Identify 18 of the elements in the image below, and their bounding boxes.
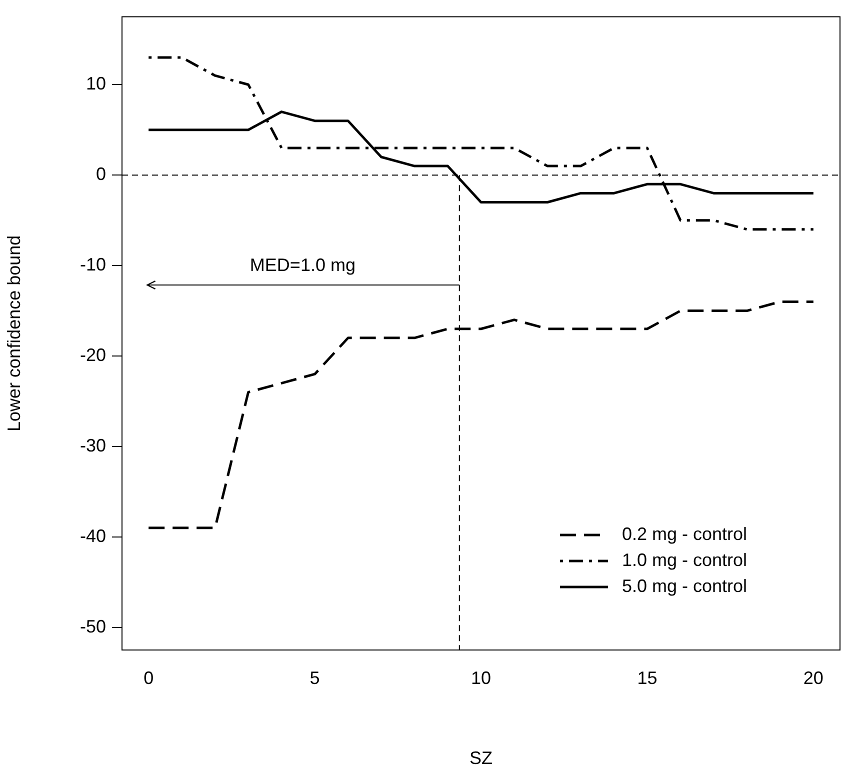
y-tick-label: -30	[80, 435, 106, 456]
x-tick-label: 15	[637, 668, 658, 688]
y-tick-label: -20	[80, 344, 106, 365]
x-tick-label: 0	[144, 668, 154, 688]
legend-label: 1.0 mg - control	[622, 550, 748, 570]
legend-label: 0.2 mg - control	[622, 524, 748, 544]
legend-label: 5.0 mg - control	[622, 576, 748, 596]
y-axis-title: Lower confidence bound	[4, 235, 24, 432]
y-tick-label: -10	[80, 254, 106, 275]
y-tick-label: 10	[86, 74, 106, 94]
x-tick-label: 5	[310, 668, 320, 688]
y-tick-label: 0	[96, 164, 106, 184]
y-tick-label: -50	[80, 616, 106, 636]
x-tick-label: 10	[470, 668, 492, 688]
x-tick-label: 20	[803, 668, 824, 688]
y-tick-label: -40	[80, 526, 106, 546]
annotation: MED=1.0 mg	[250, 255, 356, 276]
x-axis-title: SZ	[469, 748, 493, 768]
